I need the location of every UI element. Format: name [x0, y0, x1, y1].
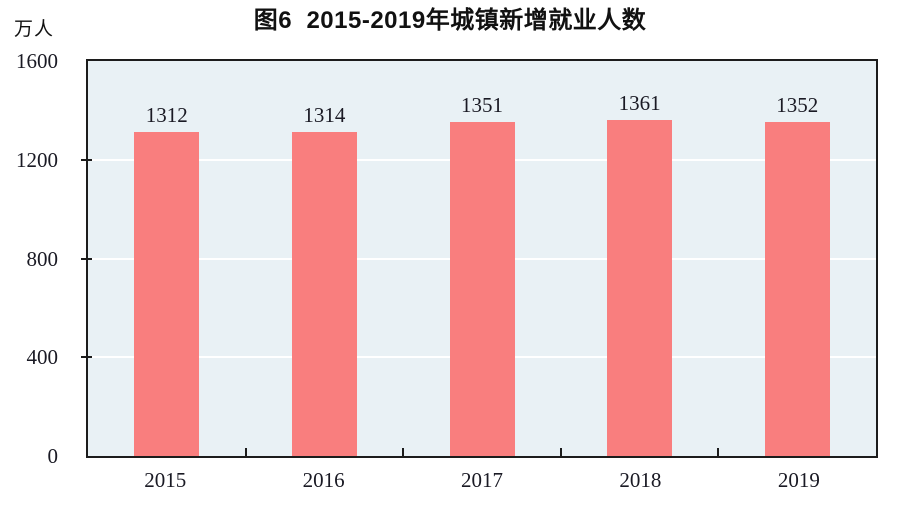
x-tick-label-2018: 2018 — [619, 468, 662, 492]
bar-value-label-2017: 1351 — [461, 93, 503, 118]
bar-value-label-2015: 1312 — [145, 103, 188, 128]
x-axis: 2015 2016 2017 2018 2019 — [86, 467, 878, 495]
y-tick-label-1600: 1600 — [16, 49, 58, 73]
y-axis-unit-label: 万人 — [14, 19, 55, 40]
bar-2017 — [449, 122, 515, 456]
x-tick-mark-1 — [244, 448, 247, 456]
bar-value-label-2018: 1361 — [618, 91, 661, 116]
x-tick-label-2019: 2019 — [777, 468, 820, 492]
y-tick-label-1200: 1200 — [16, 147, 58, 172]
bar-2018 — [607, 120, 673, 456]
y-tick-mark-800 — [81, 257, 92, 260]
y-tick-label-0: 0 — [47, 444, 59, 468]
y-axis: 0 400 800 1200 1600 — [0, 0, 62, 507]
bar-value-label-2016: 1314 — [303, 102, 346, 127]
x-tick-label-2017: 2017 — [461, 468, 504, 492]
x-tick-mark-4 — [717, 448, 720, 456]
y-tick-label-400: 400 — [26, 345, 59, 370]
plot-inner: 1312 1314 1351 1361 1352 — [88, 61, 876, 456]
x-tick-label-2015: 2015 — [144, 468, 187, 492]
bar-2015 — [134, 132, 200, 456]
y-tick-mark-1200 — [81, 158, 92, 161]
x-tick-mark-3 — [559, 448, 562, 456]
y-tick-mark-400 — [81, 356, 92, 359]
plot-area: 1312 1314 1351 1361 1352 — [86, 59, 878, 458]
x-tick-label-2016: 2016 — [302, 468, 345, 492]
x-tick-mark-2 — [402, 448, 405, 456]
bar-value-label-2019: 1352 — [776, 93, 819, 118]
bar-2016 — [291, 131, 357, 456]
y-tick-label-800: 800 — [26, 246, 59, 271]
chart-title: 图6 2015-2019年城镇新增就业人数 — [253, 7, 647, 34]
bar-2019 — [764, 122, 830, 456]
